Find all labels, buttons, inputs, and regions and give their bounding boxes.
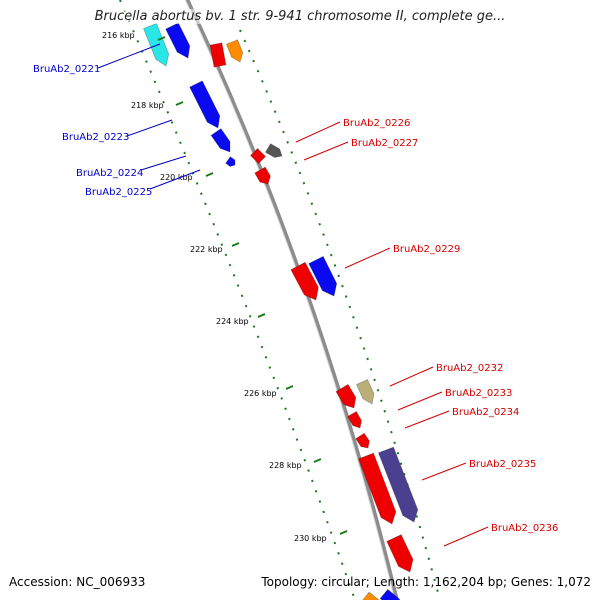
leader-line bbox=[389, 366, 434, 387]
scale-tick-mark bbox=[205, 172, 214, 177]
gene-arrow-5 bbox=[209, 42, 227, 68]
gene-arrow-19 bbox=[362, 591, 380, 600]
gene-arrow-2 bbox=[189, 80, 221, 129]
chromosome-backbone bbox=[185, 0, 399, 600]
scale-tick-mark bbox=[175, 101, 184, 106]
leader-line bbox=[443, 526, 489, 547]
gene-arrow-4 bbox=[225, 156, 236, 167]
scale-tick-mark bbox=[313, 458, 322, 463]
scale-tick-label: 218 kbp bbox=[131, 101, 164, 110]
scale-tick-mark bbox=[257, 313, 266, 318]
accession-text: Accession: NC_006933 bbox=[9, 575, 146, 589]
leader-line bbox=[344, 247, 391, 269]
gene-arrow-0 bbox=[142, 22, 170, 67]
inner-track-dots bbox=[119, 0, 356, 600]
gene-arrow-16 bbox=[357, 452, 397, 525]
gene-label-right: BruAb2_0236 bbox=[491, 523, 558, 534]
scale-tick-mark bbox=[285, 385, 294, 390]
gene-arrow-9 bbox=[254, 166, 271, 185]
leader-line bbox=[295, 121, 341, 143]
map-title: Brucella abortus bv. 1 str. 9-941 chromo… bbox=[0, 9, 600, 24]
gene-arrow-18 bbox=[386, 534, 414, 573]
gene-label-right: BruAb2_0234 bbox=[452, 407, 519, 418]
leader-line bbox=[397, 391, 443, 411]
scale-tick-label: 230 kbp bbox=[294, 534, 327, 543]
gene-arrow-17 bbox=[377, 446, 419, 523]
leader-line bbox=[97, 43, 161, 69]
gene-arrow-10 bbox=[290, 261, 319, 301]
scale-ticks: 216 kbp 218 kbp 220 kbp 222 kbp 224 kbp 226 k… bbox=[102, 31, 348, 543]
gene-arrow-8 bbox=[264, 143, 283, 158]
scale-tick-mark bbox=[339, 530, 348, 535]
gene-label-right: BruAb2_0233 bbox=[445, 388, 512, 399]
leader-line bbox=[303, 141, 349, 161]
gene-label-right: BruAb2_0235 bbox=[469, 459, 536, 470]
scale-tick-label: 216 kbp bbox=[102, 31, 135, 40]
scale-tick-label: 226 kbp bbox=[244, 389, 277, 398]
gene-label-left: BruAb2_0224 bbox=[76, 168, 143, 179]
scale-tick-mark bbox=[231, 242, 240, 247]
gene-label-left: BruAb2_0223 bbox=[62, 132, 129, 143]
scale-tick-label: 224 kbp bbox=[216, 317, 249, 326]
gene-arrow-13 bbox=[355, 378, 375, 405]
gene-label-right: BruAb2_0232 bbox=[436, 363, 503, 374]
gene-arrow-3 bbox=[210, 128, 231, 153]
gene-label-right: BruAb2_0229 bbox=[393, 244, 460, 255]
gene-label-left: BruAb2_0221 bbox=[33, 64, 100, 75]
scale-tick-label: 220 kbp bbox=[160, 173, 193, 182]
chromosome-backbone-highlight bbox=[184, 0, 396, 600]
leader-line bbox=[126, 119, 173, 137]
scale-tick-mark bbox=[157, 36, 166, 41]
scale-tick-label: 228 kbp bbox=[269, 461, 302, 470]
gene-arrow-15 bbox=[355, 432, 370, 449]
leader-line bbox=[404, 410, 450, 429]
leader-line bbox=[149, 169, 201, 190]
topology-text: Topology: circular; Length: 1,162,204 bp… bbox=[261, 575, 591, 589]
gene-arrow-12 bbox=[335, 383, 357, 409]
gene-arrow-11 bbox=[308, 255, 338, 297]
gene-arrow-20 bbox=[379, 588, 401, 600]
gene-arrow-7 bbox=[249, 147, 267, 165]
gene-arrow-14 bbox=[347, 410, 362, 429]
leader-line bbox=[140, 155, 187, 171]
scale-tick-label: 222 kbp bbox=[190, 245, 223, 254]
gene-label-left: BruAb2_0225 bbox=[85, 187, 152, 198]
outer-track-dots bbox=[239, 29, 441, 600]
gene-label-right: BruAb2_0226 bbox=[343, 118, 410, 129]
gene-label-right: BruAb2_0227 bbox=[351, 138, 418, 149]
gene-arrow-6 bbox=[225, 39, 244, 63]
gene-labels: BruAb2_0221 BruAb2_0223 BruAb2_0224 BruAb2_… bbox=[33, 43, 558, 547]
gene-arrow-1 bbox=[165, 22, 191, 59]
gene-features bbox=[119, 0, 441, 600]
leader-line bbox=[421, 462, 467, 481]
